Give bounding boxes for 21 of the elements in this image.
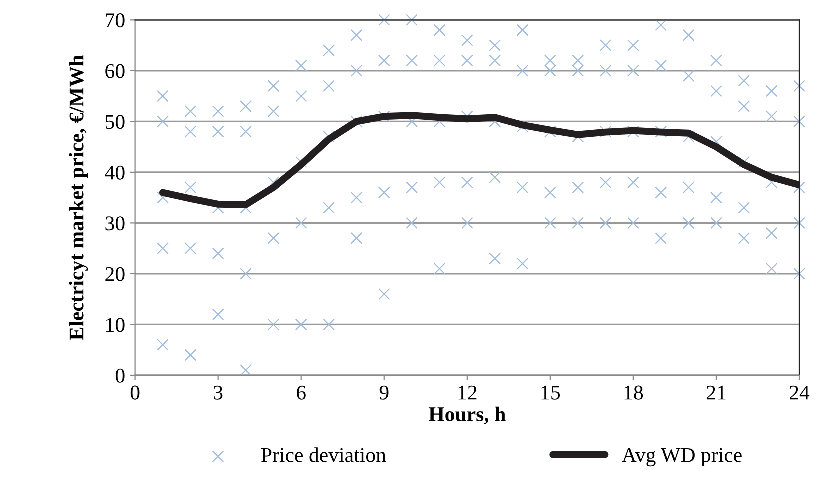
legend-label: Price deviation bbox=[262, 448, 386, 462]
y-axis-title: Electricyt market price, €/MWh bbox=[69, 55, 88, 340]
x-tick-label: 6 bbox=[297, 386, 306, 400]
x-tick-label: 3 bbox=[214, 386, 223, 400]
x-axis-title: Hours, h bbox=[428, 406, 506, 425]
x-tick-label: 15 bbox=[542, 386, 560, 400]
y-tick-label: 60 bbox=[106, 64, 125, 78]
y-tick-label: 30 bbox=[106, 216, 125, 231]
y-tick-label: 50 bbox=[106, 115, 125, 130]
y-tick-label: 70 bbox=[106, 14, 125, 28]
x-tick-label: 12 bbox=[458, 386, 477, 400]
legend-label: Avg WD price bbox=[622, 448, 742, 467]
y-tick-label: 0 bbox=[116, 368, 125, 383]
x-tick-label: 18 bbox=[624, 386, 644, 400]
x-tick-label: 0 bbox=[130, 386, 140, 400]
y-tick-label: 20 bbox=[106, 267, 125, 282]
x-tick-label: 21 bbox=[706, 386, 726, 400]
y-tick-label: 40 bbox=[105, 166, 125, 180]
x-tick-label: 24 bbox=[790, 386, 810, 400]
y-tick-label: 10 bbox=[106, 318, 125, 332]
x-tick-label: 9 bbox=[380, 386, 389, 400]
